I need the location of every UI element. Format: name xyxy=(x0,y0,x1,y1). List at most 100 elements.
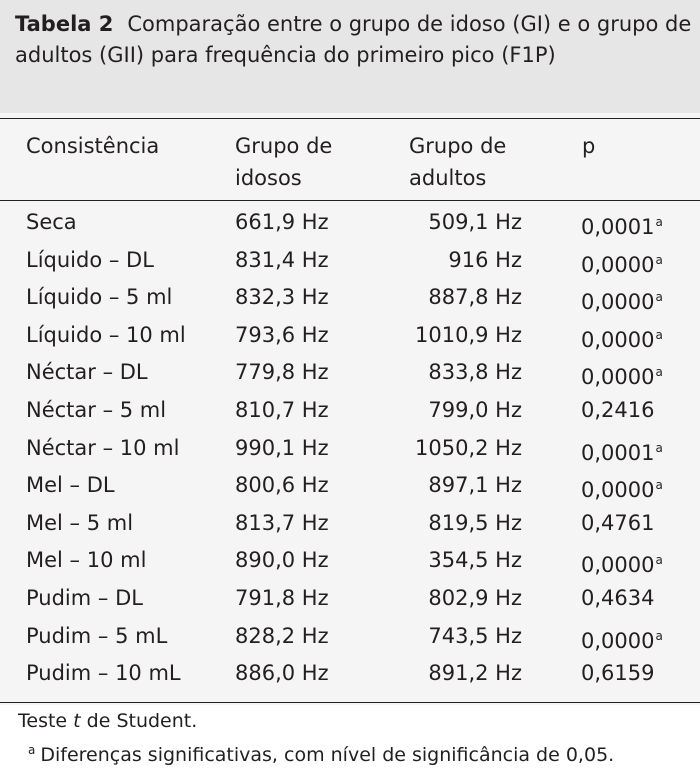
elderly-value-cell-text: 990,1 Hz xyxy=(235,435,329,460)
adults-value-cell: 354,5 Hz xyxy=(428,542,522,579)
consistency-cell: Néctar – DL xyxy=(26,354,148,391)
consistency-cell: Pudim – 5 mL xyxy=(26,618,167,655)
consistency-cell: Mel – 10 ml xyxy=(26,542,146,579)
p-value-cell: 0,4634 xyxy=(581,580,654,617)
table-row: Néctar – DL 779,8 Hz 833,8 Hz 0,0000a xyxy=(0,354,700,391)
table-row: Néctar – 5 ml 810,7 Hz 799,0 Hz 0,2416 xyxy=(0,392,700,429)
consistency-cell-text: Pudim – DL xyxy=(26,586,143,610)
table-row: Líquido – 10 ml 793,6 Hz 1010,9 Hz 0,0000a xyxy=(0,317,700,354)
elderly-value-cell: 779,8 Hz xyxy=(235,354,329,391)
consistency-cell-text: Mel – 10 ml xyxy=(26,548,147,573)
elderly-value-cell-text: 779,8 Hz xyxy=(235,360,329,385)
adults-value-cell-text: 891,2 Hz xyxy=(428,661,522,686)
adults-value-cell: 833,8 Hz xyxy=(428,354,522,391)
adults-value-cell-text: 509,1 Hz xyxy=(428,210,522,234)
consistency-cell-text: Líquido – 10 ml xyxy=(26,322,186,347)
p-value-cell-text: 0,2416 xyxy=(581,398,655,422)
p-value-cell-text: 0,0001 xyxy=(581,440,655,465)
table-row: Mel – 5 ml 813,7 Hz 819,5 Hz 0,4761 xyxy=(0,505,700,542)
p-value-cell-text: 0,0000 xyxy=(581,327,655,352)
table-row: Pudim – 10 mL 886,0 Hz 891,2 Hz 0,6159 xyxy=(0,655,700,692)
p-value-cell: 0,0001a xyxy=(581,204,663,246)
table-row: Mel – DL 800,6 Hz 897,1 Hz 0,0000a xyxy=(0,467,700,504)
consistency-cell: Pudim – 10 mL xyxy=(26,655,181,692)
elderly-value-cell: 828,2 Hz xyxy=(235,618,329,655)
p-value-cell: 0,0000a xyxy=(581,279,663,321)
consistency-cell: Líquido – 10 ml xyxy=(26,317,186,354)
consistency-cell: Pudim – DL xyxy=(26,580,143,617)
consistency-cell-text: Néctar – 5 ml xyxy=(26,398,167,422)
significance-mark: a xyxy=(655,628,663,643)
table-caption: Tabela 2 Comparação entre o grupo de idos… xyxy=(15,9,695,71)
table-row: Mel – 10 ml 890,0 Hz 354,5 Hz 0,0000a xyxy=(0,542,700,579)
p-value-cell: 0,0000a xyxy=(581,618,663,660)
elderly-value-cell-text: 831,4 Hz xyxy=(235,247,329,272)
adults-value-cell: 509,1 Hz xyxy=(428,204,522,241)
adults-value-cell-text: 1050,2 Hz xyxy=(415,435,522,460)
bottom-rule xyxy=(0,702,700,703)
significance-mark: a xyxy=(655,290,663,305)
table-box xyxy=(0,113,700,705)
header-consistency: Consistência xyxy=(26,134,160,158)
elderly-value-cell: 813,7 Hz xyxy=(235,505,329,542)
adults-value-cell: 802,9 Hz xyxy=(428,580,522,617)
elderly-value-cell-text: 828,2 Hz xyxy=(235,623,329,648)
adults-value-cell: 799,0 Hz xyxy=(428,392,522,429)
adults-value-cell-text: 897,1 Hz xyxy=(428,473,522,498)
significance-mark: a xyxy=(655,478,663,493)
consistency-cell-text: Néctar – 10 ml xyxy=(26,435,180,460)
p-value-cell: 0,4761 xyxy=(581,505,654,542)
elderly-value-cell-text: 832,3 Hz xyxy=(235,285,329,310)
consistency-cell: Mel – 5 ml xyxy=(26,505,133,542)
table-row: Seca 661,9 Hz 509,1 Hz 0,0001a xyxy=(0,204,700,241)
p-value-cell: 0,0000a xyxy=(581,467,663,509)
consistency-cell-text: Líquido – DL xyxy=(26,247,154,272)
elderly-value-cell-text: 793,6 Hz xyxy=(235,322,329,347)
adults-value-cell: 897,1 Hz xyxy=(428,467,522,504)
adults-value-cell: 1050,2 Hz xyxy=(415,430,522,467)
significance-mark: a xyxy=(655,553,663,568)
elderly-value-cell: 831,4 Hz xyxy=(235,242,329,279)
elderly-value-cell-text: 791,8 Hz xyxy=(235,586,329,610)
elderly-value-cell: 661,9 Hz xyxy=(235,204,329,241)
p-value-cell: 0,0000a xyxy=(581,242,663,284)
test-prefix: Teste xyxy=(18,710,74,732)
p-value-cell: 0,0000a xyxy=(581,317,663,359)
consistency-cell: Líquido – DL xyxy=(26,242,154,279)
consistency-cell-text: Líquido – 5 ml xyxy=(26,285,173,310)
elderly-value-cell: 832,3 Hz xyxy=(235,279,329,316)
adults-value-cell-text: 1010,9 Hz xyxy=(415,322,522,347)
adults-value-cell: 743,5 Hz xyxy=(428,618,522,655)
header-group-elderly: Grupo de idosos xyxy=(235,134,333,190)
p-value-cell: 0,0001a xyxy=(581,430,663,472)
p-value-cell: 0,0000a xyxy=(581,542,663,584)
test-suffix: de Student. xyxy=(80,710,198,732)
consistency-cell: Mel – DL xyxy=(26,467,115,504)
elderly-value-cell: 890,0 Hz xyxy=(235,542,329,579)
adults-value-cell-text: 802,9 Hz xyxy=(428,586,522,610)
test-variable: t xyxy=(73,710,81,732)
adults-value-cell: 891,2 Hz xyxy=(428,655,522,692)
adults-value-cell: 887,8 Hz xyxy=(428,279,522,316)
consistency-cell-text: Pudim – 5 mL xyxy=(26,623,168,648)
adults-value-cell-text: 833,8 Hz xyxy=(428,360,522,385)
table-row: Néctar – 10 ml 990,1 Hz 1050,2 Hz 0,0001a xyxy=(0,430,700,467)
p-value-cell-text: 0,4634 xyxy=(581,586,655,610)
p-value-cell-text: 0,0001 xyxy=(581,215,655,239)
test-note: Teste t de Student. xyxy=(18,708,197,734)
adults-value-cell-text: 354,5 Hz xyxy=(428,548,522,573)
caption-box: Tabela 2 Comparação entre o grupo de idos… xyxy=(0,0,700,113)
p-value-cell: 0,6159 xyxy=(581,655,654,692)
elderly-value-cell-text: 890,0 Hz xyxy=(235,548,329,573)
header-group-adults: Grupo de adultos xyxy=(409,134,507,190)
elderly-value-cell: 810,7 Hz xyxy=(235,392,329,429)
header-rule xyxy=(0,200,700,201)
adults-value-cell: 819,5 Hz xyxy=(428,505,522,542)
p-value-cell-text: 0,0000 xyxy=(581,365,655,390)
elderly-value-cell: 793,6 Hz xyxy=(235,317,329,354)
consistency-cell: Seca xyxy=(26,204,77,241)
consistency-cell: Néctar – 5 ml xyxy=(26,392,166,429)
elderly-value-cell-text: 800,6 Hz xyxy=(235,473,329,498)
adults-value-cell-text: 743,5 Hz xyxy=(428,623,522,648)
